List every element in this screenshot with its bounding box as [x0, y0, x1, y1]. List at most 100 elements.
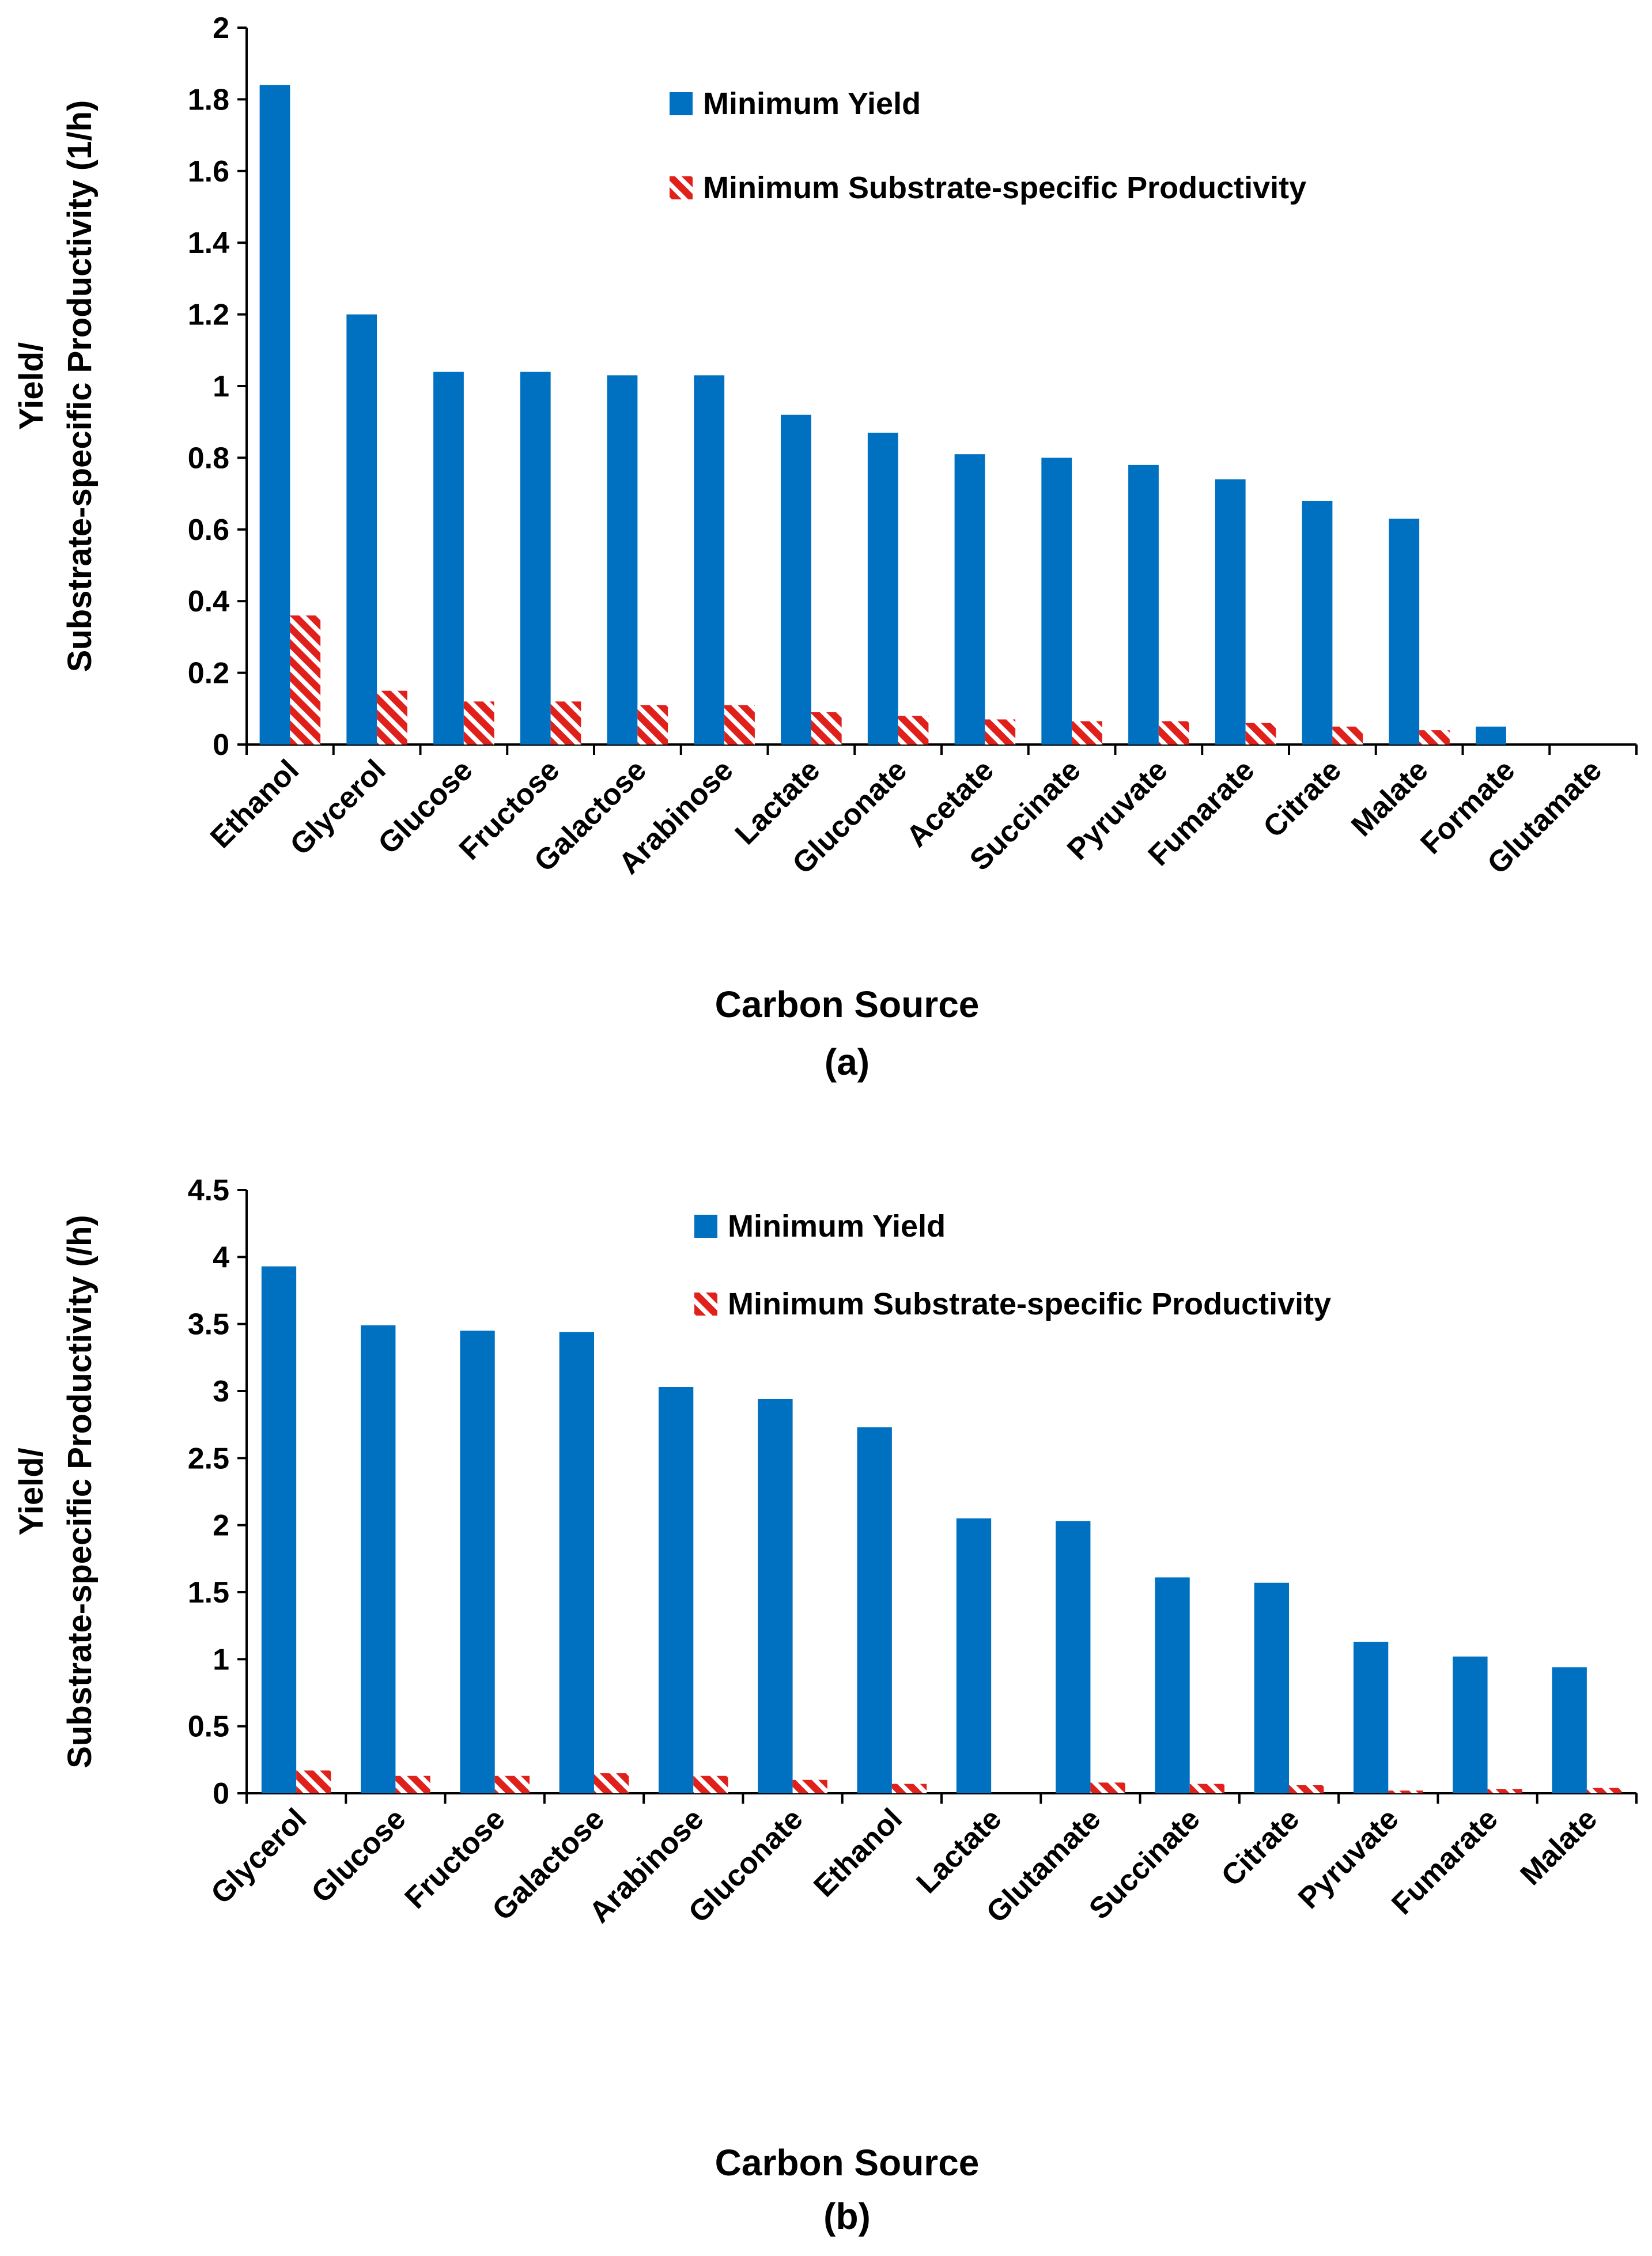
- y-tick-label: 1.8: [188, 83, 229, 116]
- bar-minimum-yield-malate: [1389, 519, 1420, 745]
- y-tick-label: 0: [213, 728, 229, 762]
- bar-minimum-yield-glucose: [361, 1325, 396, 1793]
- bar-minimum-yield-formate: [1476, 726, 1506, 745]
- y-axis-title-line1: Yield/: [13, 342, 50, 430]
- y-tick-label: 1: [213, 1643, 229, 1676]
- y-tick-label: 0.4: [188, 585, 229, 618]
- y-axis-title-line2: Substrate-specific Productivity (/h): [61, 1215, 99, 1768]
- y-axis-title-line1: Yield/: [13, 1448, 50, 1536]
- y-tick-label: 2: [213, 12, 229, 45]
- y-tick-label: 0.8: [188, 441, 229, 475]
- bar-minimum-yield-pyruvate: [1128, 464, 1159, 745]
- bar-minimum-yield-succinate: [1155, 1577, 1190, 1793]
- bar-minimum-yield-succinate: [1041, 458, 1072, 745]
- chart-panel-b: 00.511.522.533.544.5GlycerolGlucoseFruct…: [13, 1174, 1638, 2237]
- bar-min-productivity-malate: [1419, 730, 1450, 745]
- bar-minimum-yield-gluconate: [867, 432, 898, 745]
- bar-min-productivity-fructose: [494, 1775, 530, 1793]
- panel-label: (b): [823, 2195, 871, 2237]
- bar-min-productivity-ethanol: [290, 615, 321, 745]
- bar-minimum-yield-galactose: [607, 375, 638, 745]
- bar-minimum-yield-pyruvate: [1353, 1642, 1389, 1793]
- bar-min-productivity-acetate: [985, 719, 1016, 745]
- bar-min-productivity-succinate: [1189, 1783, 1225, 1793]
- bar-min-productivity-citrate: [1332, 726, 1363, 745]
- bar-minimum-yield-ethanol: [259, 85, 290, 745]
- y-tick-label: 3: [213, 1375, 229, 1408]
- bar-min-productivity-pyruvate: [1388, 1790, 1423, 1793]
- bar-minimum-yield-fructose: [520, 372, 551, 745]
- y-tick-label: 1.5: [188, 1576, 229, 1609]
- x-tick-label: Lactate: [910, 1802, 1008, 1900]
- bar-min-productivity-arabinose: [724, 705, 755, 745]
- y-tick-label: 1: [213, 370, 229, 403]
- x-tick-label: Glycerol: [284, 753, 392, 861]
- bar-minimum-yield-glucose: [433, 372, 464, 745]
- bar-minimum-yield-fructose: [460, 1331, 495, 1793]
- x-tick-label: Fumarate: [1385, 1802, 1504, 1921]
- y-axis-title-line2: Substrate-specific Productivity (1/h): [61, 100, 99, 672]
- bar-minimum-yield-arabinose: [658, 1387, 694, 1793]
- bar-minimum-yield-galactose: [559, 1332, 594, 1793]
- bar-min-productivity-fumarate: [1487, 1789, 1522, 1793]
- y-tick-label: 1.6: [188, 155, 229, 188]
- y-tick-label: 0: [213, 1777, 229, 1811]
- bar-minimum-yield-glycerol: [261, 1266, 297, 1793]
- y-tick-label: 2: [213, 1509, 229, 1543]
- bar-minimum-yield-arabinose: [694, 375, 725, 745]
- bar-minimum-yield-glutamate: [1056, 1521, 1091, 1793]
- x-tick-label: Glycerol: [205, 1802, 313, 1910]
- bar-minimum-yield-malate: [1552, 1667, 1587, 1793]
- bar-min-productivity-pyruvate: [1158, 721, 1189, 745]
- bar-minimum-yield-citrate: [1254, 1582, 1289, 1793]
- y-tick-label: 0.2: [188, 657, 229, 690]
- x-axis-title: Carbon Source: [715, 2142, 980, 2183]
- bar-min-productivity-fructose: [550, 701, 581, 745]
- bar-min-productivity-glucose: [463, 701, 494, 745]
- y-tick-label: 0.6: [188, 513, 229, 547]
- bar-minimum-yield-lactate: [781, 414, 811, 745]
- x-tick-label: Malate: [1514, 1802, 1604, 1891]
- y-tick-label: 0.5: [188, 1710, 229, 1744]
- bar-min-productivity-gluconate: [792, 1779, 827, 1793]
- bar-min-productivity-galactose: [637, 705, 668, 745]
- y-tick-label: 3.5: [188, 1308, 229, 1341]
- bar-min-productivity-gluconate: [898, 716, 929, 745]
- y-tick-label: 2.5: [188, 1442, 229, 1475]
- bar-min-productivity-malate: [1586, 1788, 1622, 1793]
- y-tick-label: 4: [213, 1241, 229, 1274]
- bar-min-productivity-fumarate: [1245, 723, 1276, 745]
- bar-min-productivity-lactate: [811, 712, 842, 745]
- legend-label: Minimum Substrate-specific Productivity: [728, 1287, 1331, 1321]
- bar-minimum-yield-lactate: [956, 1518, 992, 1793]
- x-axis-title: Carbon Source: [715, 984, 980, 1025]
- panel-label: (a): [825, 1041, 870, 1083]
- bar-minimum-yield-gluconate: [758, 1399, 793, 1793]
- bar-min-productivity-glycerol: [377, 690, 407, 745]
- bar-minimum-yield-citrate: [1302, 501, 1333, 745]
- x-tick-label: Glucose: [305, 1802, 412, 1909]
- legend-swatch: [670, 176, 693, 199]
- y-tick-label: 4.5: [188, 1174, 229, 1207]
- x-tick-label: Citrate: [1257, 753, 1347, 844]
- bar-min-productivity-glucose: [395, 1775, 430, 1793]
- bar-min-productivity-arabinose: [693, 1775, 728, 1793]
- bar-min-productivity-glycerol: [296, 1770, 331, 1793]
- x-tick-label: Ethanol: [807, 1802, 909, 1903]
- bar-minimum-yield-ethanol: [857, 1427, 892, 1793]
- legend-swatch: [694, 1293, 717, 1316]
- legend-label: Minimum Substrate-specific Productivity: [703, 171, 1306, 205]
- chart-panel-a: 00.20.40.60.811.21.41.61.82EthanolGlycer…: [13, 12, 1638, 1083]
- bar-min-productivity-ethanol: [891, 1783, 927, 1793]
- x-tick-label: Citrate: [1215, 1802, 1306, 1892]
- bar-minimum-yield-acetate: [954, 454, 985, 745]
- legend-label: Minimum Yield: [703, 86, 921, 121]
- legend-swatch: [694, 1215, 717, 1238]
- legend-swatch: [670, 92, 693, 115]
- bar-min-productivity-galactose: [594, 1773, 629, 1793]
- legend-label: Minimum Yield: [728, 1209, 946, 1244]
- y-tick-label: 1.4: [188, 226, 229, 260]
- bar-minimum-yield-glycerol: [346, 314, 377, 745]
- bar-minimum-yield-fumarate: [1453, 1656, 1488, 1793]
